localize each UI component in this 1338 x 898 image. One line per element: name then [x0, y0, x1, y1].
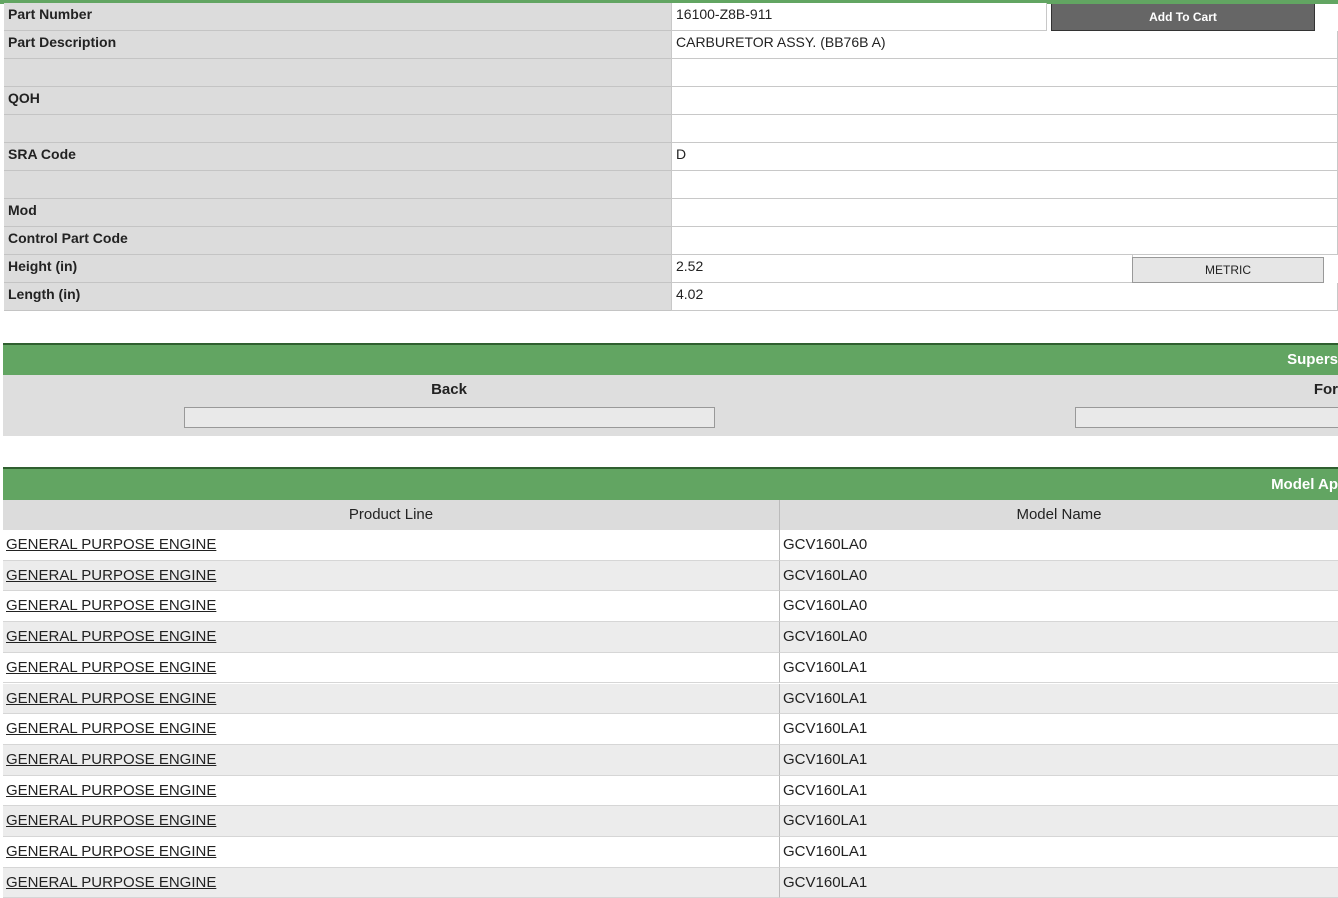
detail-label: Height (in)	[4, 255, 671, 283]
product-line-link[interactable]: GENERAL PURPOSE ENGINE	[6, 750, 217, 768]
product-line-cell: GENERAL PURPOSE ENGINE	[3, 530, 780, 561]
top-bar	[0, 0, 1338, 4]
model-name-cell: GCV160LA1	[780, 683, 1338, 715]
model-name-cell: GCV160LA1	[780, 714, 1338, 745]
column-header: Model Name	[780, 500, 1338, 530]
forward-input[interactable]	[1075, 407, 1338, 428]
model-name-cell: GCV160LA0	[780, 591, 1338, 623]
detail-label	[4, 171, 671, 199]
product-line-link[interactable]: GENERAL PURPOSE ENGINE	[6, 843, 217, 860]
model-name-cell: GCV160LA1	[780, 837, 1338, 868]
detail-label: QOH	[4, 87, 671, 115]
detail-value	[671, 199, 1338, 227]
model-header: Model Ap	[3, 467, 1338, 500]
model-name-cell: GCV160LA1	[780, 775, 1338, 807]
detail-value: CARBURETOR ASSY. (BB76B A)	[671, 31, 1338, 59]
detail-value: D	[671, 143, 1338, 171]
column-header: Product Line	[3, 500, 780, 530]
detail-value	[671, 115, 1338, 143]
detail-label: Part Description	[4, 31, 671, 59]
product-line-link[interactable]: GENERAL PURPOSE ENGINE	[6, 628, 217, 646]
add-to-cart-button[interactable]: Add To Cart	[1051, 4, 1315, 31]
model-title: Model Ap	[1271, 476, 1338, 493]
supersession-title: Supers	[1287, 351, 1338, 368]
model-name-cell: GCV160LA0	[780, 530, 1338, 561]
detail-label: Control Part Code	[4, 227, 671, 255]
detail-value: 16100-Z8B-911	[671, 3, 1047, 31]
model-name-cell: GCV160LA0	[780, 622, 1338, 653]
model-name-cell: GCV160LA1	[780, 806, 1338, 837]
product-line-link[interactable]: GENERAL PURPOSE ENGINE	[6, 720, 217, 738]
product-line-cell: GENERAL PURPOSE ENGINE	[3, 591, 780, 623]
model-name-cell: GCV160LA1	[780, 744, 1338, 776]
product-line-cell: GENERAL PURPOSE ENGINE	[3, 867, 780, 898]
detail-value: 2.52	[671, 255, 1133, 283]
model-name-cell: GCV160LA1	[780, 867, 1338, 898]
product-line-cell: GENERAL PURPOSE ENGINE	[3, 714, 780, 745]
product-line-link[interactable]: GENERAL PURPOSE ENGINE	[6, 781, 217, 799]
model-name-cell: GCV160LA0	[780, 560, 1338, 592]
detail-label: Length (in)	[4, 283, 671, 311]
back-label: Back	[431, 381, 467, 398]
product-line-cell: GENERAL PURPOSE ENGINE	[3, 560, 780, 592]
product-line-cell: GENERAL PURPOSE ENGINE	[3, 744, 780, 776]
product-line-cell: GENERAL PURPOSE ENGINE	[3, 683, 780, 715]
detail-value	[671, 87, 1338, 115]
product-line-link[interactable]: GENERAL PURPOSE ENGINE	[6, 566, 217, 584]
product-line-cell: GENERAL PURPOSE ENGINE	[3, 806, 780, 837]
product-line-link[interactable]: GENERAL PURPOSE ENGINE	[6, 689, 217, 707]
back-input[interactable]	[184, 407, 715, 428]
detail-label	[4, 59, 671, 87]
product-line-link[interactable]: GENERAL PURPOSE ENGINE	[6, 873, 217, 891]
metric-button[interactable]: METRIC	[1132, 257, 1324, 283]
product-line-cell: GENERAL PURPOSE ENGINE	[3, 622, 780, 653]
product-line-link[interactable]: GENERAL PURPOSE ENGINE	[6, 658, 217, 676]
detail-value: 4.02	[671, 283, 1338, 311]
forward-label: For	[1313, 381, 1338, 398]
product-line-link[interactable]: GENERAL PURPOSE ENGINE	[6, 597, 217, 615]
product-line-cell: GENERAL PURPOSE ENGINE	[3, 837, 780, 868]
product-line-cell: GENERAL PURPOSE ENGINE	[3, 652, 780, 684]
supersession-header: Supers	[3, 343, 1338, 375]
detail-value	[671, 227, 1338, 255]
product-line-link[interactable]: GENERAL PURPOSE ENGINE	[6, 536, 217, 553]
detail-label: Part Number	[4, 3, 671, 31]
detail-label: Mod	[4, 199, 671, 227]
detail-label	[4, 115, 671, 143]
detail-value	[671, 171, 1338, 199]
model-name-cell: GCV160LA1	[780, 652, 1338, 684]
product-line-link[interactable]: GENERAL PURPOSE ENGINE	[6, 812, 217, 830]
detail-value	[671, 59, 1338, 87]
detail-label: SRA Code	[4, 143, 671, 171]
product-line-cell: GENERAL PURPOSE ENGINE	[3, 775, 780, 807]
